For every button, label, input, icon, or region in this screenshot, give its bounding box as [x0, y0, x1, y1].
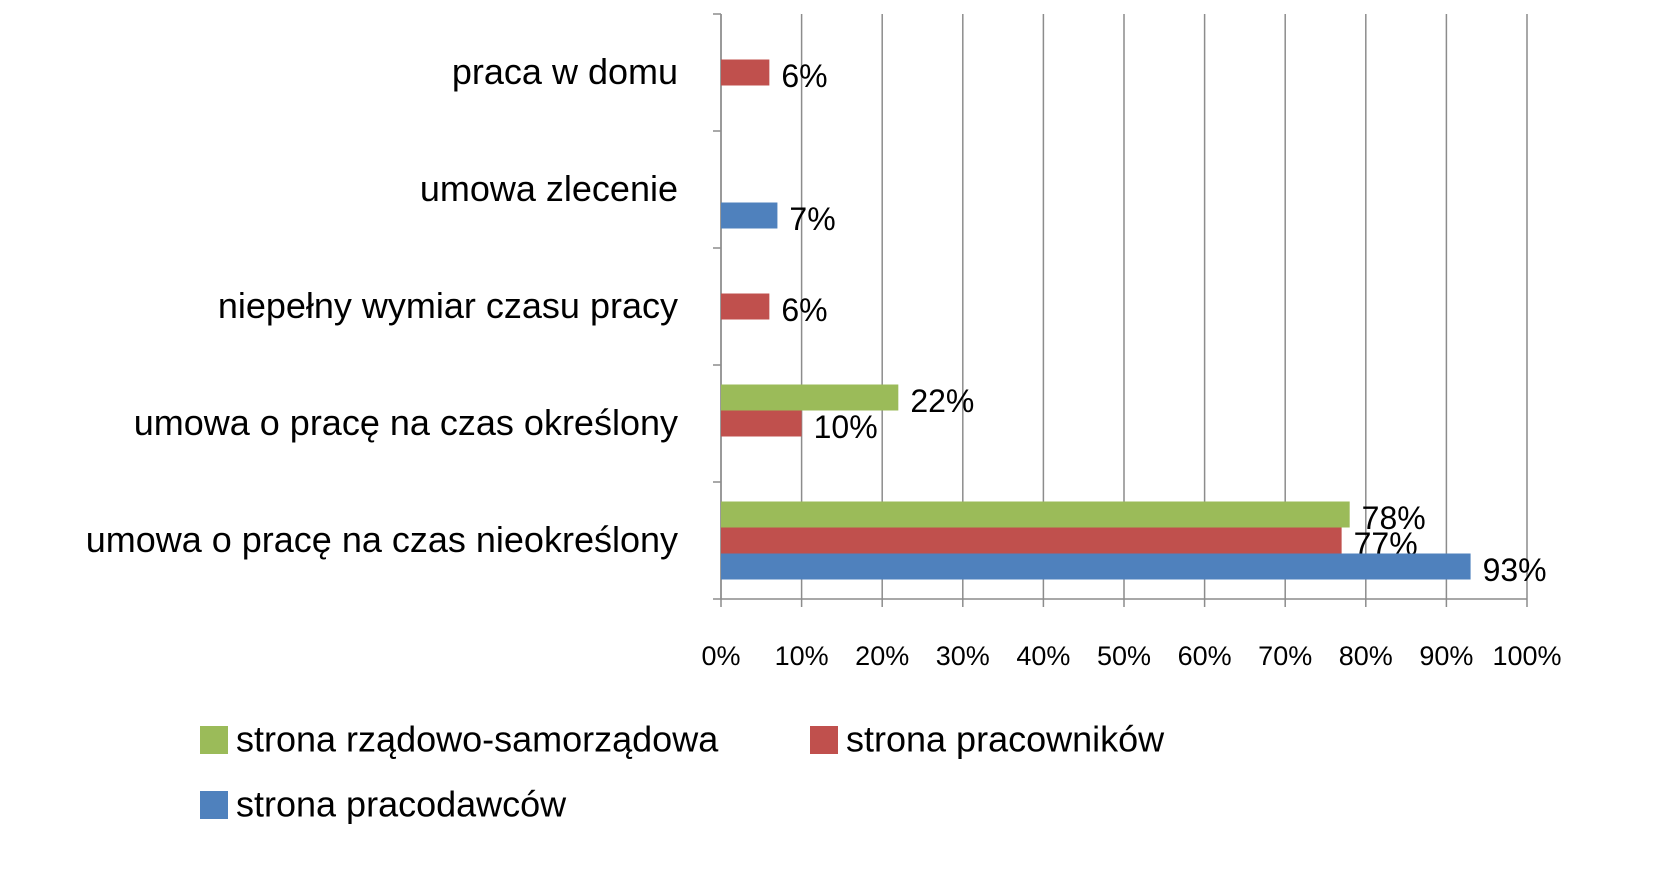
x-tick-label: 90%	[1419, 641, 1473, 671]
bar	[721, 410, 802, 437]
data-label: 7%	[789, 201, 835, 237]
x-tick-label: 60%	[1178, 641, 1232, 671]
data-label: 6%	[781, 292, 827, 328]
x-tick-label: 50%	[1097, 641, 1151, 671]
x-tick-label: 30%	[936, 641, 990, 671]
y-tick-label: praca w domu	[452, 51, 678, 92]
x-tick-label: 20%	[855, 641, 909, 671]
data-label: 10%	[814, 409, 878, 445]
x-tick-label: 40%	[1016, 641, 1070, 671]
x-tick-label: 80%	[1339, 641, 1393, 671]
bar	[721, 501, 1350, 528]
data-label: 22%	[910, 383, 974, 419]
y-tick-label: niepełny wymiar czasu pracy	[218, 285, 678, 326]
bar	[721, 384, 899, 411]
legend-label: strona pracowników	[846, 719, 1165, 760]
x-tick-label: 70%	[1258, 641, 1312, 671]
bar	[721, 553, 1471, 580]
x-tick-label: 100%	[1492, 641, 1561, 671]
y-tick-label: umowa o pracę na czas określony	[134, 402, 678, 443]
x-tick-label: 10%	[775, 641, 829, 671]
bar	[721, 293, 770, 320]
bar	[721, 527, 1342, 554]
legend-swatch	[200, 791, 228, 819]
legend-swatch	[200, 726, 228, 754]
legend-label: strona rządowo-samorządowa	[236, 719, 719, 760]
y-tick-label: umowa o pracę na czas nieokreślony	[86, 519, 678, 560]
legend-swatch	[810, 726, 838, 754]
bar	[721, 59, 770, 86]
bar	[721, 202, 778, 229]
data-label: 78%	[1362, 500, 1426, 536]
x-tick-label: 0%	[701, 641, 740, 671]
data-label: 93%	[1483, 552, 1547, 588]
legend-label: strona pracodawców	[236, 784, 567, 825]
y-tick-label: umowa zlecenie	[420, 168, 678, 209]
data-label: 6%	[781, 58, 827, 94]
